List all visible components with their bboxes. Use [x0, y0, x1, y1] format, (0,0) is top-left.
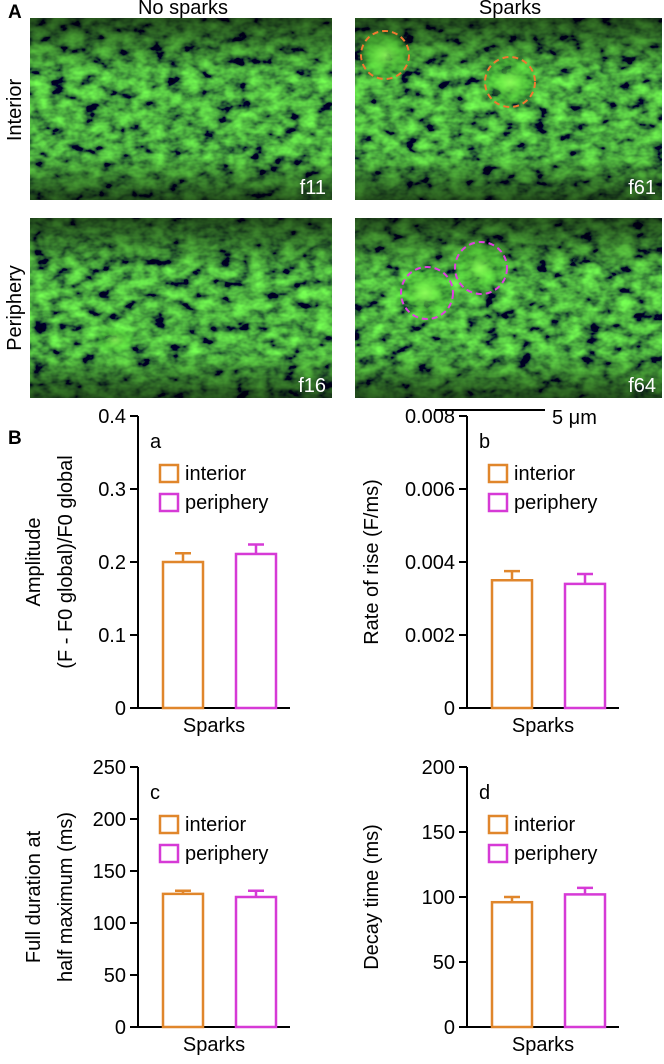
y-tick-label: 0.004	[405, 552, 455, 574]
frame-label: f11	[300, 177, 326, 199]
y-tick-label: 100	[93, 913, 126, 935]
y-tick-label: 0.002	[405, 625, 455, 647]
legend-label: interior	[514, 814, 575, 836]
y-axis-label: Decay time (ms)	[361, 824, 383, 970]
y-axis-label: Rate of rise (F/ms)	[361, 479, 383, 645]
x-tick-label: Sparks	[512, 715, 574, 737]
panel-label: a	[150, 431, 162, 453]
legend-label: periphery	[185, 492, 268, 514]
blob	[95, 326, 135, 354]
panel-label: B	[8, 428, 22, 449]
legend-swatch	[487, 843, 509, 864]
y-tick-label: 150	[93, 861, 126, 883]
y-axis-label: half maximum (ms)	[55, 812, 77, 982]
y-tick-label: 0.1	[98, 625, 126, 647]
x-tick-label: Sparks	[183, 715, 245, 737]
spark	[452, 242, 508, 294]
y-tick-label: 0.008	[405, 406, 455, 428]
error-bar	[577, 572, 593, 584]
y-tick-label: 50	[433, 952, 455, 974]
y-tick-label: 0	[115, 698, 126, 720]
spark-outline	[484, 56, 536, 108]
column-label: No sparks	[138, 0, 228, 19]
legend-swatch	[487, 492, 509, 513]
y-tick-label: 200	[422, 757, 455, 779]
panel-a-labels: A No sparks Sparks Interior Periphery f1…	[4, 0, 656, 449]
bar	[490, 579, 534, 710]
frame-label: f16	[298, 375, 326, 397]
image-shade	[30, 18, 332, 200]
bar	[234, 895, 278, 1029]
row-label: Periphery	[4, 265, 26, 351]
legend-swatch	[158, 463, 180, 484]
spark	[393, 263, 457, 323]
y-tick-label: 0.4	[98, 406, 126, 428]
y-tick-label: 0	[444, 1017, 455, 1039]
panel-label: d	[479, 782, 490, 804]
error-bar	[248, 543, 264, 554]
bar	[234, 552, 278, 710]
panel-label: c	[150, 782, 160, 804]
legend-label: periphery	[514, 843, 597, 865]
x-tick-label: Sparks	[183, 1034, 245, 1056]
x-tick-label: Sparks	[512, 1034, 574, 1056]
spark-outline	[454, 241, 508, 295]
legend-label: interior	[185, 814, 246, 836]
y-tick-label: 0.2	[98, 552, 126, 574]
column-label: Sparks	[479, 0, 541, 19]
y-tick-label: 250	[93, 757, 126, 779]
spark-outline	[400, 266, 454, 320]
y-tick-label: 100	[422, 887, 455, 909]
legend-label: interior	[185, 463, 246, 485]
bar	[490, 900, 534, 1029]
bar	[161, 560, 205, 710]
image-shade	[30, 218, 332, 398]
micrographs	[30, 18, 662, 411]
error-bar	[175, 551, 191, 562]
bar	[563, 893, 607, 1029]
scale-bar-label: 5 μm	[552, 407, 597, 429]
frame-label: f61	[628, 177, 656, 199]
y-axis-label: Amplitude	[23, 518, 45, 607]
bar	[563, 582, 607, 710]
legend-label: periphery	[185, 843, 268, 865]
spark	[482, 56, 538, 108]
legend-swatch	[487, 463, 509, 484]
y-tick-label: 50	[104, 965, 126, 987]
error-bar	[504, 569, 520, 581]
y-tick-label: 0.006	[405, 479, 455, 501]
y-tick-label: 0	[444, 698, 455, 720]
legend-label: interior	[514, 463, 575, 485]
legend-swatch	[487, 814, 509, 835]
y-tick-label: 150	[422, 822, 455, 844]
panel-label: A	[8, 2, 22, 23]
y-axis-label: Full duration at	[23, 830, 45, 963]
spark-outline	[360, 30, 410, 80]
y-tick-label: 0	[115, 1017, 126, 1039]
y-tick-label: 0.3	[98, 479, 126, 501]
row-label: Interior	[4, 79, 26, 142]
spark	[357, 29, 413, 81]
y-axis-label: (F - F0 global)/F0 global	[55, 455, 77, 668]
legend-swatch	[158, 492, 180, 513]
frame-label: f64	[628, 375, 656, 397]
legend-swatch	[158, 843, 180, 864]
y-tick-label: 200	[93, 809, 126, 831]
legend-swatch	[158, 814, 180, 835]
panel-label: b	[479, 431, 490, 453]
bar	[161, 892, 205, 1029]
legend-label: periphery	[514, 492, 597, 514]
